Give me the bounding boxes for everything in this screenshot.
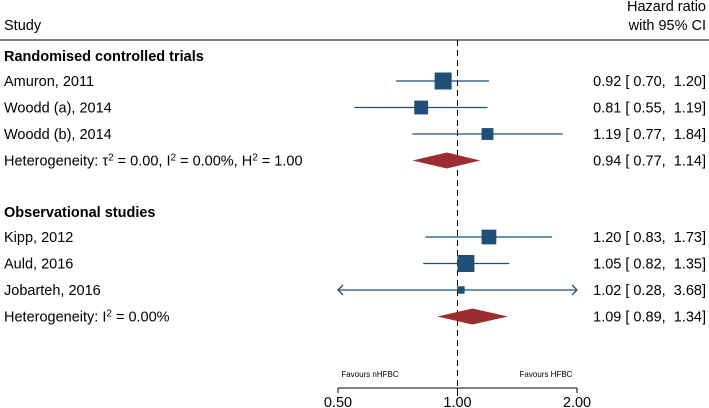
study-label: Amuron, 2011 [4, 74, 94, 90]
heterogeneity-label: Heterogeneity: τ2 = 0.00, I2 = 0.00%, H2… [4, 152, 303, 170]
heterogeneity-label: Heterogeneity: I2 = 0.00% [4, 308, 170, 326]
header-effect-line2: with 95% CI [628, 18, 706, 34]
study-label: Woodd (b), 2014 [4, 127, 112, 143]
study-effect-text: 1.02 [ 0.28, 3.68] [593, 283, 706, 299]
study-effect-text: 0.92 [ 0.70, 1.20] [593, 74, 706, 90]
x-tick-label: 2.00 [563, 395, 591, 408]
ci-arrow-right [571, 284, 578, 296]
favours-right-label: Favours HFBC [520, 370, 573, 379]
study-label: Kipp, 2012 [4, 230, 73, 246]
point-estimate-marker [481, 128, 494, 140]
group-title: Randomised controlled trials [4, 49, 204, 65]
study-effect-text: 1.05 [ 0.82, 1.35] [593, 257, 706, 273]
study-effect-text: 0.81 [ 0.55, 1.19] [593, 101, 706, 117]
forest-rows: Randomised controlled trials Amuron, 2011… [4, 40, 706, 398]
point-estimate-marker [414, 100, 429, 115]
ci-arrow-left [337, 284, 344, 296]
summary-effect-text: 1.09 [ 0.89, 1.34] [593, 310, 706, 326]
point-estimate-marker [434, 72, 452, 90]
point-estimate-marker [457, 286, 465, 294]
x-axis: 0.50 1.00 2.00 [324, 387, 591, 408]
study-label: Woodd (a), 2014 [4, 101, 112, 117]
x-tick-label: 1.00 [443, 395, 471, 408]
summary-diamond [437, 308, 508, 325]
x-tick-label: 0.50 [324, 395, 352, 408]
header-effect-line1: Hazard ratio [627, 0, 706, 15]
point-estimate-marker [481, 229, 497, 245]
study-effect-text: 1.20 [ 0.83, 1.73] [593, 230, 706, 246]
point-estimate-marker [457, 255, 475, 272]
summary-effect-text: 0.94 [ 0.77, 1.14] [593, 154, 706, 170]
group-title: Observational studies [4, 205, 156, 221]
summary-diamond [412, 152, 481, 169]
study-label: Jobarteh, 2016 [4, 283, 101, 299]
header-study: Study [4, 18, 42, 34]
favours-left-label: Favours nHFBC [341, 370, 399, 379]
study-effect-text: 1.19 [ 0.77, 1.84] [593, 127, 706, 143]
study-label: Auld, 2016 [4, 257, 73, 273]
